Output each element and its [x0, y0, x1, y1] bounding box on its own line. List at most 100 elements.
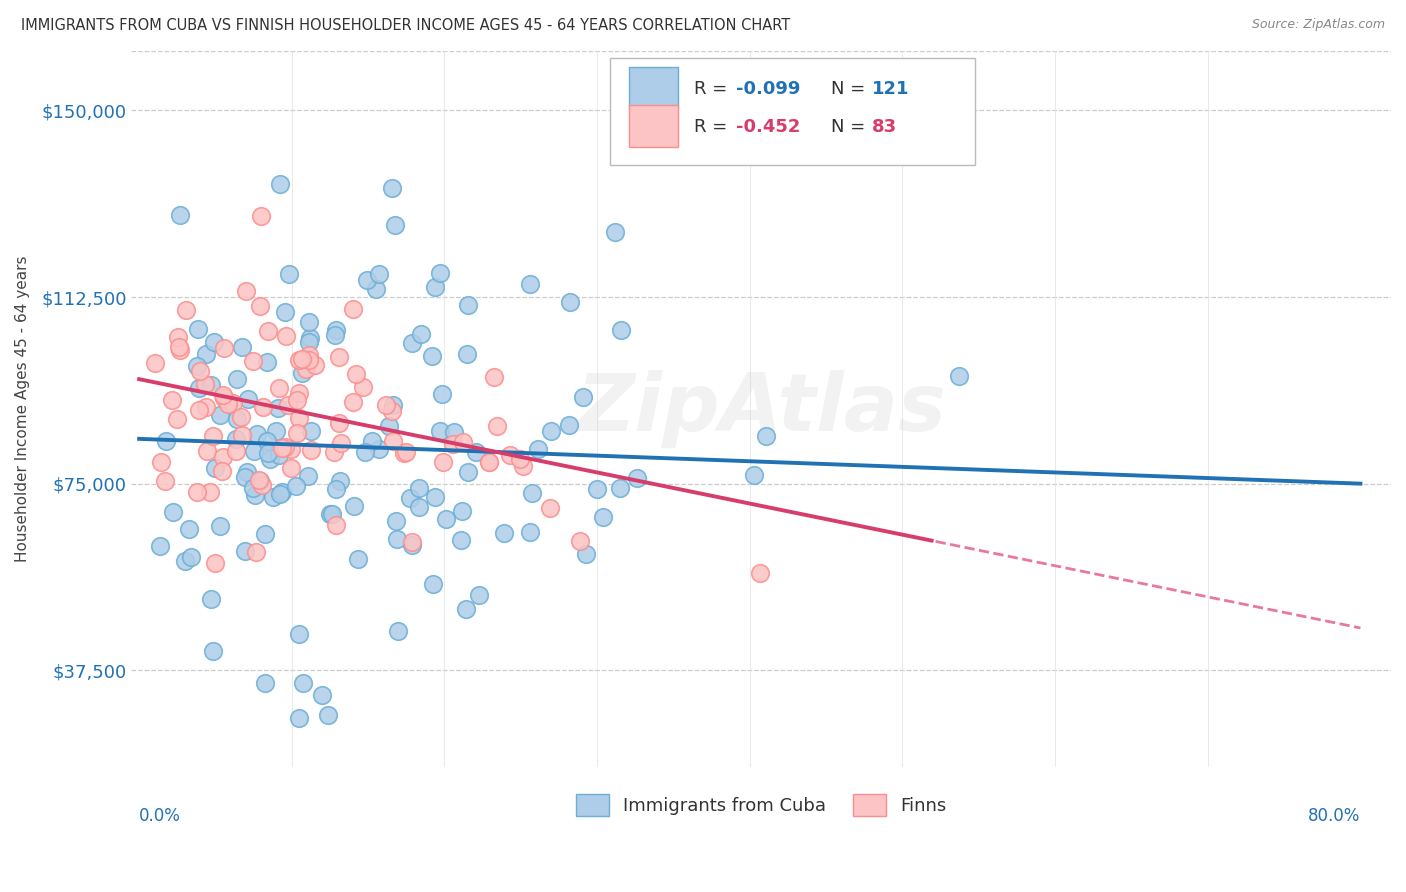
Point [242, 444, 264, 458]
Point [430, 386, 453, 401]
Point [540, 501, 562, 516]
Point [198, 484, 221, 499]
Point [395, 445, 418, 459]
Y-axis label: Householder Income Ages 45 - 64 years: Householder Income Ages 45 - 64 years [15, 256, 30, 562]
Point [749, 566, 772, 580]
Point [217, 397, 239, 411]
Point [256, 355, 278, 369]
Point [457, 298, 479, 312]
Point [195, 400, 218, 414]
Text: R =: R = [695, 118, 734, 136]
Point [294, 361, 316, 376]
Point [346, 368, 368, 382]
Point [364, 282, 387, 296]
Point [174, 303, 197, 318]
Point [325, 482, 347, 496]
Point [385, 532, 408, 546]
Point [356, 273, 378, 287]
Point [408, 500, 430, 515]
Point [494, 525, 516, 540]
Point [453, 435, 475, 450]
Point [328, 351, 350, 365]
Text: 121: 121 [872, 79, 910, 97]
Point [188, 381, 211, 395]
Point [454, 601, 477, 615]
Point [443, 425, 465, 440]
Point [274, 440, 297, 454]
Point [166, 411, 188, 425]
Point [401, 335, 423, 350]
Point [478, 455, 501, 469]
Point [519, 525, 541, 540]
Point [575, 547, 598, 561]
Point [149, 539, 172, 553]
Point [200, 378, 222, 392]
Point [343, 500, 366, 514]
Point [457, 465, 479, 479]
Point [249, 474, 271, 488]
Point [450, 533, 472, 547]
Point [249, 299, 271, 313]
Point [429, 425, 451, 439]
Point [540, 424, 562, 438]
Point [201, 644, 224, 658]
Point [277, 268, 299, 282]
Point [149, 455, 172, 469]
Point [209, 409, 232, 423]
Point [432, 455, 454, 469]
Point [291, 675, 314, 690]
Point [298, 315, 321, 329]
Point [381, 399, 404, 413]
Point [291, 351, 314, 366]
Point [353, 445, 375, 459]
Point [392, 446, 415, 460]
Text: N =: N = [831, 79, 870, 97]
Point [245, 545, 267, 559]
Point [558, 294, 581, 309]
Point [557, 417, 579, 432]
Point [202, 334, 225, 349]
Point [264, 425, 287, 439]
Point [285, 392, 308, 407]
Point [225, 443, 247, 458]
Point [231, 339, 253, 353]
Point [259, 451, 281, 466]
Point [522, 486, 544, 500]
Point [269, 487, 291, 501]
Point [186, 485, 208, 500]
Point [374, 398, 396, 412]
Point [409, 326, 432, 341]
Point [367, 442, 389, 457]
Point [342, 301, 364, 316]
Point [592, 510, 614, 524]
Point [269, 177, 291, 191]
Point [245, 488, 267, 502]
Point [401, 537, 423, 551]
Point [155, 474, 177, 488]
Point [482, 370, 505, 384]
Point [226, 411, 249, 425]
Text: ZipAtlas: ZipAtlas [576, 370, 946, 448]
Point [519, 277, 541, 292]
Point [287, 352, 309, 367]
Point [298, 348, 321, 362]
Point [572, 390, 595, 404]
Point [242, 481, 264, 495]
Point [204, 460, 226, 475]
Point [288, 710, 311, 724]
Point [174, 554, 197, 568]
Point [285, 426, 308, 441]
Point [586, 482, 609, 496]
Point [509, 452, 531, 467]
Point [321, 508, 343, 522]
Point [250, 478, 273, 492]
Point [288, 386, 311, 401]
Point [256, 446, 278, 460]
Point [250, 209, 273, 223]
Point [201, 428, 224, 442]
Point [155, 434, 177, 448]
Point [328, 416, 350, 430]
Point [231, 409, 253, 424]
Point [468, 588, 491, 602]
Point [464, 444, 486, 458]
